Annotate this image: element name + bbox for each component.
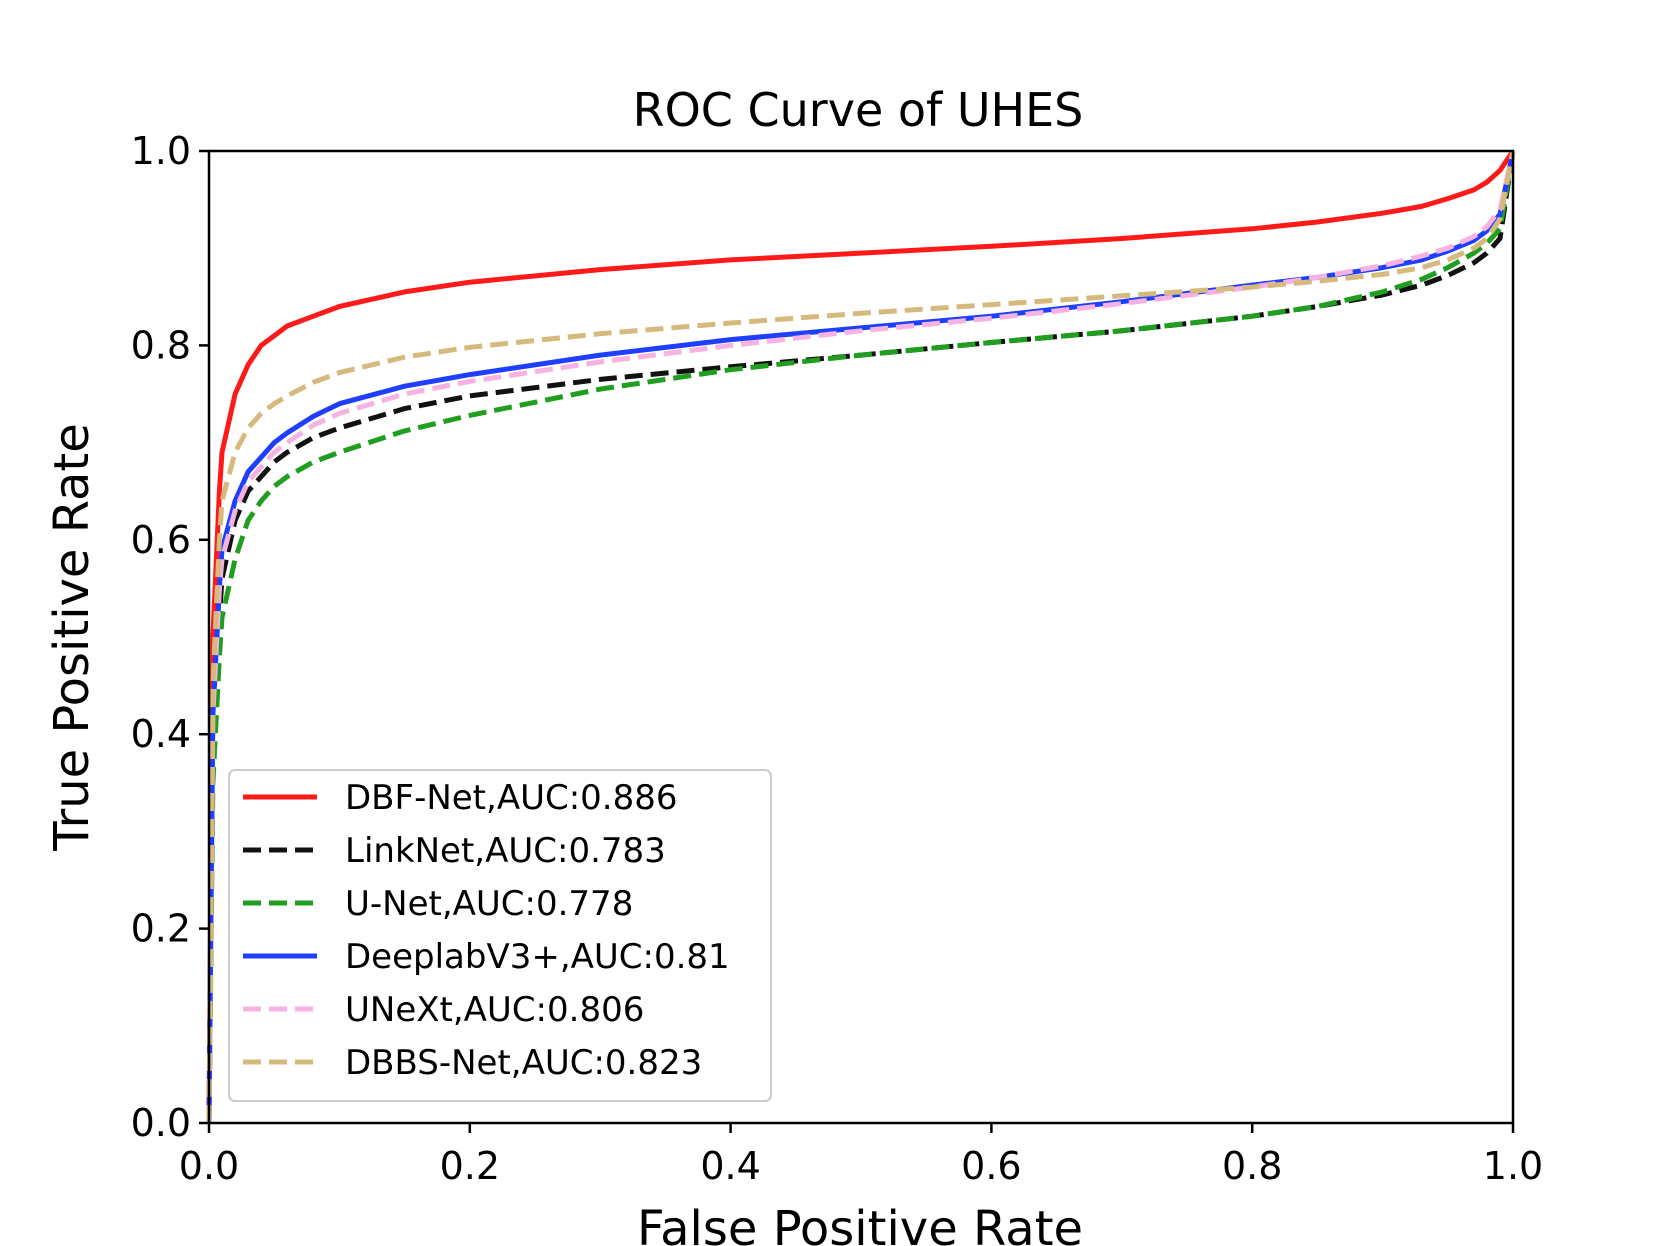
x-axis-ticks: 0.0 0.2 0.4 0.6 0.8 1.0 xyxy=(179,1123,1543,1188)
y-axis-label: True Positive Rate xyxy=(44,423,100,852)
legend-label-1: LinkNet,AUC:0.783 xyxy=(345,831,666,871)
series-line-2 xyxy=(206,150,1516,1124)
legend-box xyxy=(228,769,772,1102)
chart-title: ROC Curve of UHES xyxy=(633,83,1084,137)
y-tick-label: 0.4 xyxy=(131,712,191,756)
y-tick-label: 0.6 xyxy=(131,518,191,562)
series-line-5 xyxy=(206,150,1516,1124)
x-tick-label: 0.8 xyxy=(1222,1144,1282,1188)
series-line-4 xyxy=(206,150,1516,1124)
y-tick-label: 0.8 xyxy=(131,323,191,367)
x-tick-label: 1.0 xyxy=(1483,1144,1543,1188)
series-line-1 xyxy=(206,150,1516,1124)
series-layer xyxy=(206,149,1516,1124)
y-tick-label: 0.2 xyxy=(131,907,191,951)
y-tick-label: 0.0 xyxy=(131,1101,191,1145)
x-axis-label: False Positive Rate xyxy=(637,1201,1083,1246)
series-line-3 xyxy=(206,150,1516,1124)
x-tick-label: 0.6 xyxy=(961,1144,1021,1188)
legend-label-5: DBBS-Net,AUC:0.823 xyxy=(345,1043,702,1083)
legend-label-3: DeeplabV3+,AUC:0.81 xyxy=(345,937,730,977)
plot-frame xyxy=(207,149,1515,1125)
x-tick-label: 0.2 xyxy=(440,1144,500,1188)
legend-label-4: UNeXt,AUC:0.806 xyxy=(345,990,644,1030)
x-tick-label: 0.0 xyxy=(179,1144,239,1188)
legend-label-2: U-Net,AUC:0.778 xyxy=(345,884,633,924)
x-tick-label: 0.4 xyxy=(700,1144,760,1188)
y-tick-label: 1.0 xyxy=(131,129,191,173)
y-axis-ticks: 0.0 0.2 0.4 0.6 0.8 1.0 xyxy=(131,129,209,1145)
series-line-0 xyxy=(206,149,1516,1124)
legend-label-0: DBF-Net,AUC:0.886 xyxy=(345,778,678,818)
legend: DBF-Net,AUC:0.886 LinkNet,AUC:0.783 U-Net,… xyxy=(228,769,772,1102)
